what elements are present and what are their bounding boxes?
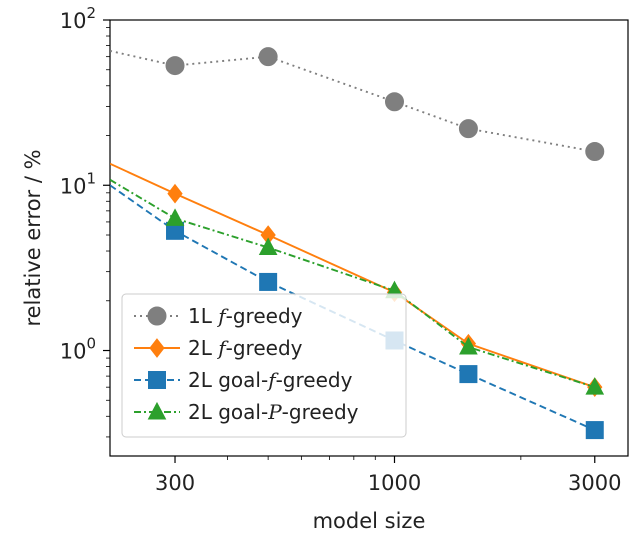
y-tick-label: 100 bbox=[60, 335, 96, 364]
legend-label: 2L f-greedy bbox=[188, 336, 303, 360]
plot-frame bbox=[109, 19, 629, 457]
series-line bbox=[110, 178, 596, 389]
legend-label: 2L goal-f-greedy bbox=[188, 368, 353, 392]
legend-label: 1L f-greedy bbox=[188, 304, 303, 328]
data-point bbox=[585, 142, 605, 162]
data-point bbox=[585, 421, 604, 440]
legend-item: 2L goal-f-greedy bbox=[134, 368, 353, 392]
legend-item: 1L f-greedy bbox=[134, 304, 303, 328]
data-point bbox=[258, 237, 278, 256]
data-point bbox=[459, 365, 478, 384]
data-point bbox=[165, 208, 185, 226]
x-tick-label: 1000 bbox=[368, 471, 421, 495]
data-point bbox=[458, 119, 478, 139]
legend-marker bbox=[147, 306, 167, 326]
data-point bbox=[459, 336, 478, 355]
data-point bbox=[585, 377, 605, 395]
x-tick-label: 300 bbox=[155, 471, 195, 495]
legend-item: 2L goal-P-greedy bbox=[134, 400, 359, 424]
legend: 1L f-greedy 2L f-greedy 2L goal-f-greedy 2L… bbox=[121, 293, 407, 438]
y-axis-ticks: 100 101 102 bbox=[60, 4, 110, 438]
y-axis-label: relative error / % bbox=[21, 149, 45, 326]
series-line bbox=[110, 49, 595, 153]
legend-marker bbox=[147, 401, 167, 420]
legend-label: 2L goal-P-greedy bbox=[188, 400, 359, 424]
data-point bbox=[259, 272, 278, 291]
legend-marker bbox=[149, 338, 165, 358]
x-axis-ticks: 300 1000 3000 bbox=[155, 456, 621, 495]
data-point bbox=[167, 183, 183, 204]
data-point bbox=[384, 92, 404, 112]
data-point bbox=[165, 56, 185, 76]
x-axis-label: model size bbox=[313, 509, 426, 533]
series-1l-f-greedy bbox=[110, 47, 605, 162]
data-point bbox=[258, 47, 278, 67]
legend-box bbox=[121, 293, 407, 438]
legend-marker bbox=[148, 371, 166, 389]
x-tick-label: 3000 bbox=[568, 471, 621, 495]
y-tick-label: 102 bbox=[60, 4, 96, 33]
series-line bbox=[110, 162, 596, 389]
y-tick-label: 101 bbox=[60, 169, 96, 198]
legend-item: 2L f-greedy bbox=[134, 336, 303, 360]
